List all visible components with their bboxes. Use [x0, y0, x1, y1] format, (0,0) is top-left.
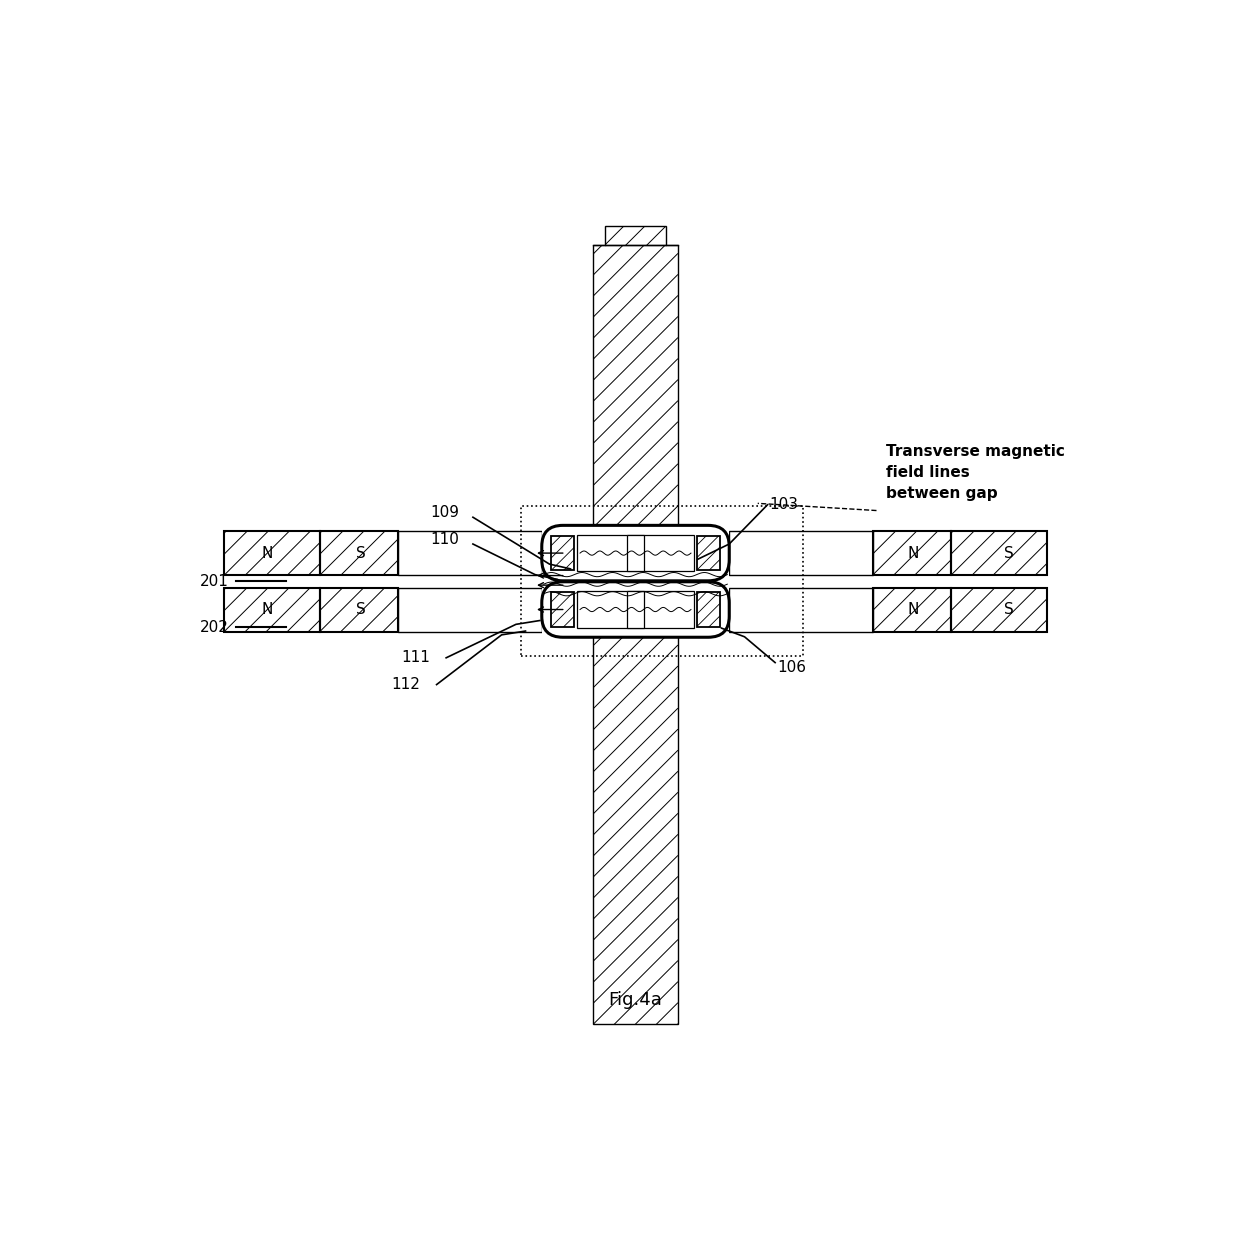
Bar	[605, 226, 666, 245]
Bar	[627, 591, 644, 627]
Bar	[951, 532, 1047, 575]
Bar	[224, 532, 320, 575]
Bar	[577, 591, 694, 627]
Bar	[594, 245, 677, 528]
Text: S: S	[1003, 545, 1013, 560]
Bar	[552, 592, 574, 627]
Bar	[398, 587, 542, 631]
Text: N: N	[262, 602, 273, 617]
Text: 111: 111	[402, 651, 430, 666]
Bar	[729, 532, 873, 575]
Bar	[320, 587, 398, 631]
Bar	[320, 587, 398, 631]
Bar	[605, 226, 666, 245]
Text: 103: 103	[769, 497, 799, 512]
Bar	[577, 535, 694, 571]
Text: 202: 202	[200, 620, 229, 635]
Bar	[542, 581, 729, 637]
FancyBboxPatch shape	[542, 581, 729, 637]
Bar	[697, 592, 719, 627]
Text: N: N	[908, 545, 919, 560]
Bar	[697, 537, 719, 570]
FancyBboxPatch shape	[542, 525, 729, 581]
Text: Fig.4a: Fig.4a	[609, 991, 662, 1010]
Bar	[627, 535, 644, 571]
Bar	[951, 532, 1047, 575]
Bar	[594, 636, 677, 1025]
Bar	[224, 587, 320, 631]
Bar	[398, 587, 542, 631]
Text: Transverse magnetic
field lines
between gap: Transverse magnetic field lines between …	[887, 443, 1065, 501]
Text: 112: 112	[392, 677, 420, 692]
Text: 109: 109	[430, 505, 459, 520]
Bar	[729, 532, 873, 575]
Bar	[729, 587, 873, 631]
Bar	[552, 537, 574, 570]
Bar	[594, 636, 677, 1025]
Text: 201: 201	[200, 574, 229, 589]
Bar	[542, 525, 729, 581]
Text: 106: 106	[777, 660, 806, 674]
Bar	[320, 532, 398, 575]
Bar	[873, 532, 951, 575]
Bar	[594, 245, 677, 528]
Bar	[627, 591, 644, 627]
Text: 110: 110	[430, 532, 459, 546]
Bar	[577, 535, 694, 571]
Bar	[627, 535, 644, 571]
Bar	[951, 587, 1047, 631]
Bar	[320, 532, 398, 575]
Bar	[577, 591, 694, 627]
Bar	[398, 532, 542, 575]
Bar	[521, 507, 802, 656]
Bar	[697, 537, 719, 570]
Text: N: N	[908, 602, 919, 617]
Bar	[873, 532, 951, 575]
Bar	[697, 592, 719, 627]
Bar	[729, 587, 873, 631]
Bar	[552, 592, 574, 627]
Bar	[398, 532, 542, 575]
Text: S: S	[1003, 602, 1013, 617]
Bar	[873, 587, 951, 631]
Text: S: S	[356, 545, 366, 560]
Bar	[224, 532, 320, 575]
Text: S: S	[356, 602, 366, 617]
Bar	[552, 537, 574, 570]
Text: N: N	[262, 545, 273, 560]
Bar	[951, 587, 1047, 631]
Bar	[873, 587, 951, 631]
Bar	[224, 587, 320, 631]
